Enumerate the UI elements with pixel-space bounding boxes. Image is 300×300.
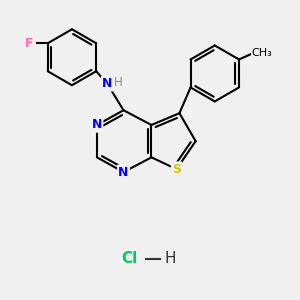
Text: N: N — [118, 166, 129, 178]
Text: F: F — [25, 37, 34, 50]
Text: CH₃: CH₃ — [252, 48, 272, 58]
Text: S: S — [172, 163, 181, 176]
Text: Cl: Cl — [121, 251, 137, 266]
Text: H: H — [114, 76, 123, 89]
Text: N: N — [102, 77, 112, 90]
Text: N: N — [92, 118, 102, 131]
Text: H: H — [165, 251, 176, 266]
